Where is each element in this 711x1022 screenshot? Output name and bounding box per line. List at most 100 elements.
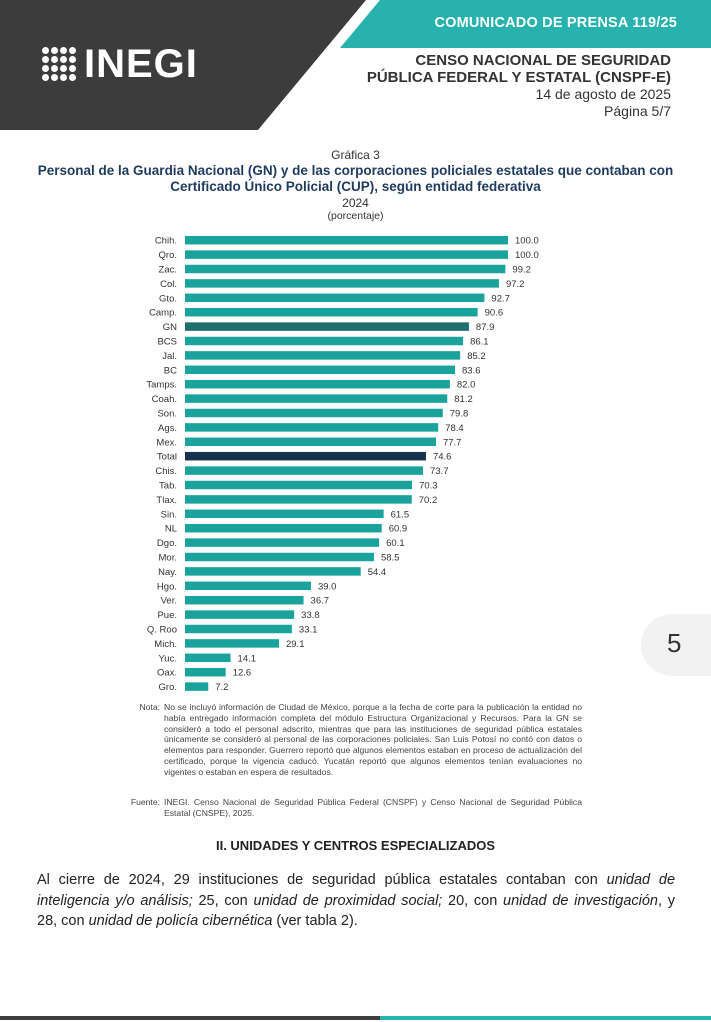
bar bbox=[185, 639, 279, 648]
value-label: 14.1 bbox=[238, 653, 257, 664]
bar bbox=[185, 581, 311, 591]
value-label: 77.7 bbox=[443, 437, 462, 448]
para-text-1: Al cierre de 2024, 29 instituciones de s… bbox=[37, 872, 607, 888]
value-label: 92.7 bbox=[491, 293, 510, 304]
value-label: 60.1 bbox=[386, 538, 405, 549]
bar bbox=[185, 480, 413, 490]
value-label: 73.7 bbox=[430, 466, 449, 477]
value-label: 29.1 bbox=[286, 639, 305, 650]
para-emph-2: unidad de proximidad social; bbox=[253, 892, 443, 909]
bar bbox=[185, 264, 506, 274]
bar bbox=[185, 293, 485, 303]
inegi-logo: INEGI bbox=[42, 42, 198, 86]
bar bbox=[185, 394, 448, 403]
bar bbox=[185, 235, 508, 245]
value-label: 100.0 bbox=[515, 236, 539, 247]
footer-line-teal bbox=[380, 1016, 711, 1020]
category-label: Dgo. bbox=[157, 538, 177, 549]
footer-line-dark bbox=[0, 1016, 380, 1020]
page-number: 5 bbox=[667, 628, 682, 658]
bar bbox=[185, 538, 380, 547]
value-label: 83.6 bbox=[462, 365, 481, 376]
value-label: 85.2 bbox=[467, 351, 486, 362]
value-label: 60.9 bbox=[389, 524, 408, 535]
chart-label: Gráfica 3 bbox=[331, 148, 380, 162]
category-label: Ver. bbox=[161, 596, 177, 607]
value-label: 33.1 bbox=[299, 625, 318, 636]
value-label: 99.2 bbox=[512, 265, 531, 276]
para-text-5: (ver tabla 2). bbox=[272, 913, 358, 929]
value-label: 12.6 bbox=[233, 668, 252, 679]
category-label: Qro. bbox=[159, 250, 177, 261]
bar bbox=[185, 322, 469, 331]
release-date: 14 de agosto de 2025 bbox=[535, 86, 671, 102]
value-label: 33.8 bbox=[301, 610, 320, 621]
category-label: Gto. bbox=[159, 293, 177, 304]
value-label: 61.5 bbox=[391, 509, 410, 520]
category-label: Chih. bbox=[155, 236, 177, 247]
bar bbox=[185, 495, 412, 504]
value-label: 81.2 bbox=[454, 394, 473, 405]
bar bbox=[185, 351, 461, 360]
bar bbox=[185, 466, 424, 475]
header-info: CENSO NACIONAL DE SEGURIDAD PÚBLICA FEDE… bbox=[367, 52, 671, 120]
category-label: Tab. bbox=[159, 481, 177, 492]
value-label: 86.1 bbox=[470, 337, 489, 348]
category-label: Coah. bbox=[152, 394, 177, 405]
value-label: 74.6 bbox=[433, 452, 452, 463]
bar bbox=[185, 682, 209, 691]
value-label: 78.4 bbox=[445, 423, 464, 434]
census-title-line1: CENSO NACIONAL DE SEGURIDAD bbox=[415, 52, 671, 69]
section-title: II. UNIDADES Y CENTROS ESPECIALIZADOS bbox=[215, 838, 496, 853]
value-label: 70.2 bbox=[419, 495, 438, 506]
bar bbox=[185, 523, 382, 533]
value-label: 58.5 bbox=[381, 553, 400, 564]
bar bbox=[185, 379, 450, 389]
category-label: Col. bbox=[160, 279, 177, 290]
category-label: Tlax. bbox=[156, 495, 177, 506]
category-label: Gro. bbox=[159, 682, 177, 693]
note-label: Nota: bbox=[139, 702, 160, 712]
bar bbox=[185, 595, 304, 605]
bar bbox=[185, 336, 464, 346]
press-release-number: COMUNICADO DE PRENSA 119/25 bbox=[434, 15, 677, 31]
bar bbox=[185, 552, 374, 562]
category-label: Ags. bbox=[158, 423, 177, 434]
bar bbox=[185, 423, 439, 432]
value-label: 54.4 bbox=[368, 567, 387, 578]
category-label: Pue. bbox=[157, 610, 177, 621]
category-label: Mor. bbox=[159, 553, 177, 564]
bar-chart: Chih. 100.0 Qro. 100.0 Zac. 99.2 Col. 97.2 Gto. 9… bbox=[146, 235, 539, 693]
para-emph-4: unidad de policía cibernética bbox=[88, 913, 273, 929]
bar bbox=[185, 365, 456, 375]
category-label: Camp. bbox=[149, 308, 177, 319]
header-band bbox=[0, 0, 711, 130]
chart-note: Nota: No se incluyó información de Ciuda… bbox=[120, 702, 582, 796]
note-text: No se incluyó información de Ciudad de M… bbox=[164, 702, 582, 777]
bar bbox=[185, 408, 443, 418]
value-label: 82.0 bbox=[457, 380, 476, 391]
value-label: 39.0 bbox=[318, 581, 337, 592]
chart-source: Fuente: INEGI. Censo Nacional de Segurid… bbox=[120, 797, 582, 821]
category-label: Mex. bbox=[156, 437, 177, 448]
category-label: Yuc. bbox=[159, 653, 178, 664]
bar bbox=[185, 667, 226, 677]
value-label: 90.6 bbox=[485, 308, 504, 319]
bar bbox=[185, 279, 499, 288]
category-label: Total bbox=[157, 452, 177, 463]
category-label: GN bbox=[163, 322, 177, 333]
category-label: Q. Roo bbox=[147, 625, 177, 636]
category-label: Hgo. bbox=[157, 581, 177, 592]
bar bbox=[185, 451, 426, 461]
category-label: Mich. bbox=[154, 639, 177, 650]
bar bbox=[185, 610, 295, 619]
para-emph-1: unidad de inteligencia y/o análisis; bbox=[37, 872, 676, 909]
page-number-tab bbox=[641, 614, 711, 676]
logo-wordmark: INEGI bbox=[84, 42, 198, 86]
category-label: BC bbox=[164, 365, 177, 376]
value-label: 97.2 bbox=[506, 279, 525, 290]
value-label: 79.8 bbox=[450, 409, 469, 420]
category-label: BCS bbox=[157, 337, 177, 348]
value-label: 100.0 bbox=[515, 250, 539, 261]
category-label: Son. bbox=[157, 409, 177, 420]
